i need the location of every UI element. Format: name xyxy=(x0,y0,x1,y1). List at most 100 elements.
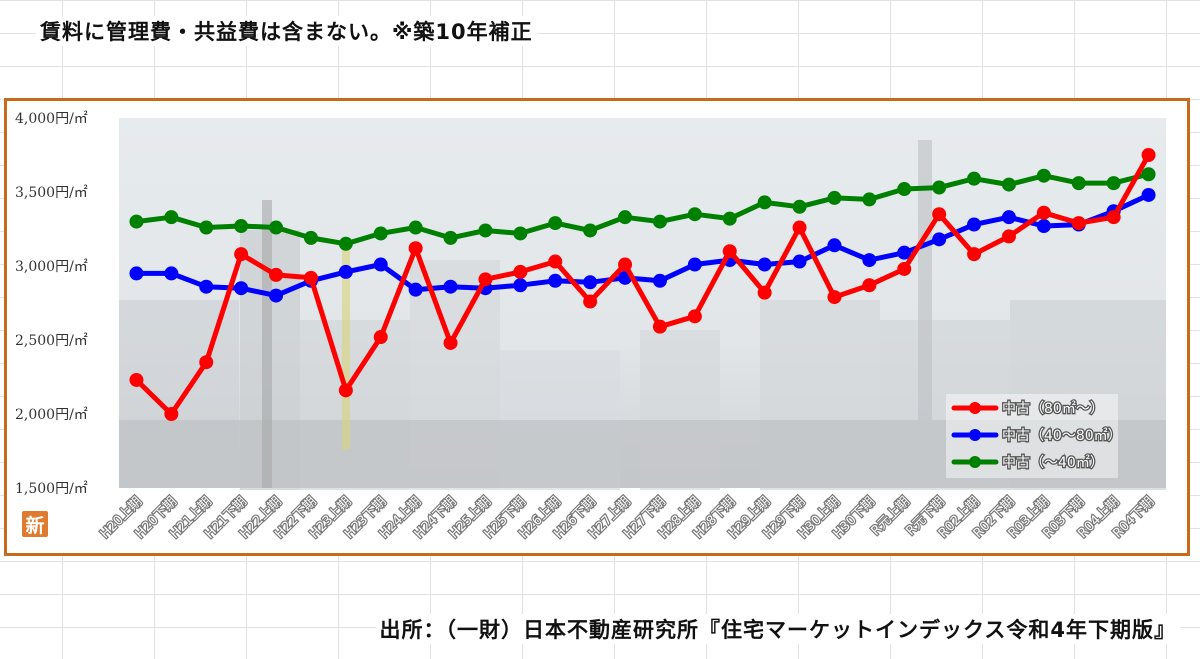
data-point xyxy=(338,383,353,398)
y-tick-label: 2,500円/㎡ xyxy=(15,333,88,349)
data-point xyxy=(548,254,563,269)
legend-marker xyxy=(969,456,981,468)
data-point xyxy=(967,171,982,186)
data-point xyxy=(652,273,667,288)
data-point xyxy=(862,278,877,293)
data-point xyxy=(862,192,877,207)
data-point xyxy=(548,216,563,231)
data-point xyxy=(164,266,179,281)
data-point xyxy=(548,273,563,288)
data-point xyxy=(792,220,807,235)
background-shape xyxy=(262,200,272,488)
data-point xyxy=(1036,168,1051,183)
data-point xyxy=(129,266,144,281)
data-point xyxy=(827,290,842,305)
data-point xyxy=(687,207,702,222)
data-point xyxy=(164,407,179,421)
y-tick-label: 1,500円/㎡ xyxy=(15,481,88,497)
data-point xyxy=(1106,176,1121,191)
data-point xyxy=(583,275,598,290)
data-point xyxy=(722,211,737,226)
data-point xyxy=(583,294,598,309)
legend: 中古（80㎡～） 中古（40～80㎡） 中古（～40㎡） xyxy=(946,394,1123,478)
data-point xyxy=(199,279,214,294)
data-point xyxy=(618,210,633,225)
chart-note: 賃料に管理費・共益費は含まない。※築10年補正 xyxy=(36,16,537,46)
data-point xyxy=(722,244,737,259)
data-point xyxy=(897,182,912,197)
legend-marker xyxy=(969,429,981,441)
series-layer xyxy=(129,148,1156,421)
data-point xyxy=(967,217,982,232)
data-point xyxy=(1001,177,1016,192)
background-shape xyxy=(918,140,932,420)
source-note: 出所：（一財）日本不動産研究所『住宅マーケットインデックス令和4年下期版』 xyxy=(375,614,1180,644)
data-point xyxy=(373,330,388,345)
data-point xyxy=(1001,210,1016,225)
y-axis: 4,000円/㎡ 3,500円/㎡ 3,000円/㎡ 2,500円/㎡ 2,000円/㎡… xyxy=(15,111,88,497)
data-point xyxy=(1141,187,1156,202)
data-point xyxy=(1071,176,1086,191)
data-point xyxy=(269,288,284,303)
legend-label: 中古（40～80㎡） xyxy=(1002,428,1122,444)
data-point xyxy=(303,230,318,245)
data-point xyxy=(687,309,702,324)
x-axis: H20上期H20下期H21上期H21下期H22上期H22下期H23上期H23下期… xyxy=(96,493,1158,543)
data-point xyxy=(1141,148,1156,162)
series-group xyxy=(129,148,1156,421)
data-point xyxy=(827,238,842,253)
data-point xyxy=(1071,216,1086,231)
y-tick-label: 2,000円/㎡ xyxy=(15,407,88,423)
data-point xyxy=(443,279,458,294)
legend-marker xyxy=(969,402,981,414)
data-point xyxy=(199,355,214,370)
data-point xyxy=(513,264,528,279)
data-point xyxy=(897,261,912,276)
data-point xyxy=(583,223,598,238)
data-point xyxy=(408,282,423,297)
legend-label: 中古（80㎡～） xyxy=(1002,401,1104,417)
data-point xyxy=(932,180,947,195)
data-point xyxy=(443,335,458,350)
data-point xyxy=(513,278,528,293)
data-point xyxy=(478,223,493,238)
data-point xyxy=(792,199,807,214)
data-point xyxy=(513,226,528,241)
data-point xyxy=(269,220,284,235)
data-point xyxy=(827,190,842,205)
data-point xyxy=(164,210,179,225)
data-point xyxy=(234,281,249,296)
data-point xyxy=(792,254,807,269)
data-point xyxy=(129,214,144,229)
data-point xyxy=(652,214,667,229)
data-point xyxy=(932,207,947,222)
data-point xyxy=(408,241,423,256)
data-point xyxy=(269,267,284,282)
data-point xyxy=(234,219,249,234)
data-point xyxy=(338,264,353,279)
data-point xyxy=(757,285,772,300)
data-point xyxy=(932,232,947,247)
data-point xyxy=(967,247,982,262)
data-point xyxy=(757,195,772,210)
data-point xyxy=(373,226,388,241)
legend-label: 中古（～40㎡） xyxy=(1002,455,1104,471)
data-point xyxy=(129,372,144,387)
data-point xyxy=(303,270,318,285)
data-point xyxy=(1036,219,1051,234)
background-shape xyxy=(119,420,1166,488)
data-point xyxy=(373,257,388,272)
data-point xyxy=(443,230,458,245)
data-point xyxy=(478,272,493,287)
series-group xyxy=(129,187,1156,303)
data-point xyxy=(1001,229,1016,244)
data-point xyxy=(757,257,772,272)
y-tick-label: 4,000円/㎡ xyxy=(15,111,88,127)
y-tick-label: 3,500円/㎡ xyxy=(15,185,88,201)
data-point xyxy=(652,319,667,334)
data-point xyxy=(1106,210,1121,225)
data-point xyxy=(1141,167,1156,182)
data-point xyxy=(234,247,249,262)
background-shape xyxy=(342,250,350,450)
